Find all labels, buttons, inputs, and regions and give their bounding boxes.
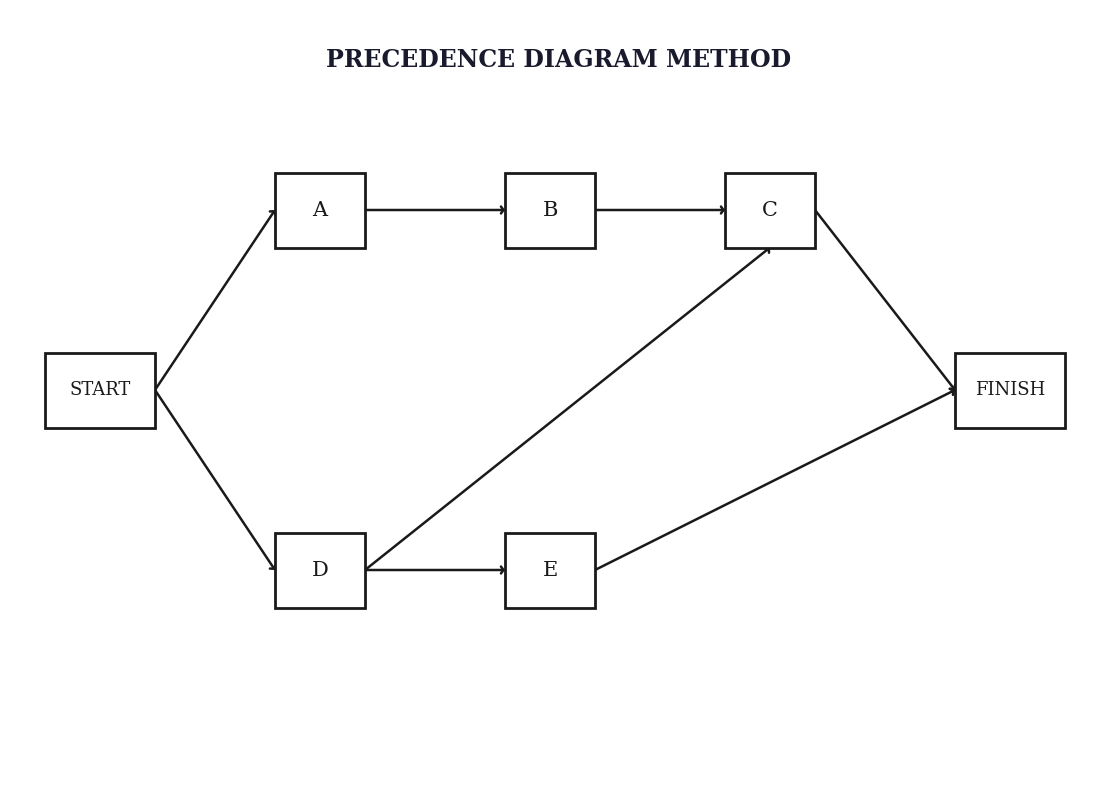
Text: D: D <box>312 560 328 580</box>
FancyBboxPatch shape <box>955 352 1065 427</box>
Text: E: E <box>543 560 557 580</box>
Text: A: A <box>313 201 327 220</box>
Text: PRECEDENCE DIAGRAM METHOD: PRECEDENCE DIAGRAM METHOD <box>326 48 791 72</box>
FancyBboxPatch shape <box>505 532 595 608</box>
FancyBboxPatch shape <box>275 532 365 608</box>
FancyBboxPatch shape <box>275 172 365 247</box>
FancyBboxPatch shape <box>45 352 155 427</box>
Text: B: B <box>543 201 557 220</box>
Text: FINISH: FINISH <box>975 381 1046 399</box>
Text: C: C <box>762 201 777 220</box>
Text: START: START <box>69 381 131 399</box>
FancyBboxPatch shape <box>505 172 595 247</box>
FancyBboxPatch shape <box>725 172 815 247</box>
